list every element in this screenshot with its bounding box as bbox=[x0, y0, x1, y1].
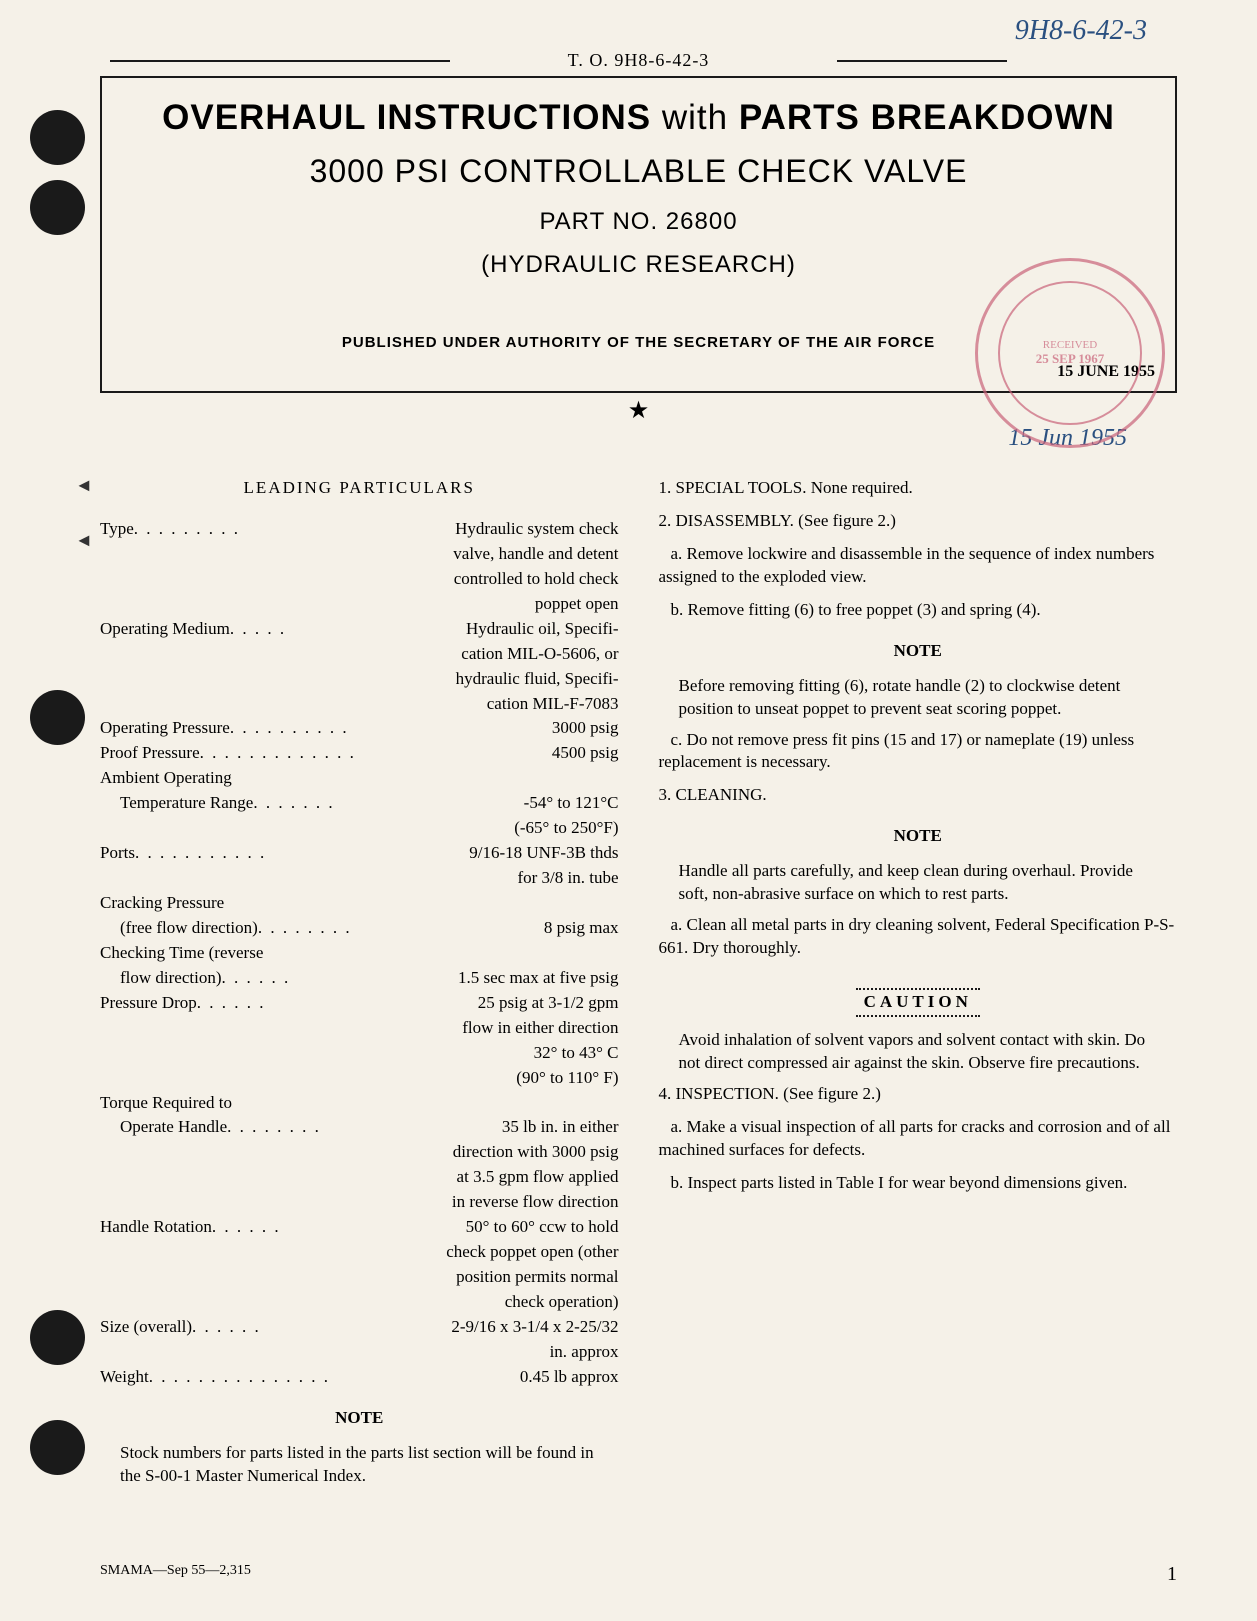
subtitle: 3000 PSI CONTROLLABLE CHECK VALVE bbox=[122, 153, 1155, 190]
spec-row: Proof Pressure . . . . . . . . . . . . .… bbox=[100, 742, 619, 765]
spec-continuation: (-65° to 250°F) bbox=[100, 817, 619, 840]
binder-mark: ◄ bbox=[75, 475, 93, 496]
spec-row: (free flow direction) . . . . . . . .8 p… bbox=[100, 917, 619, 940]
note-header: NOTE bbox=[100, 1407, 619, 1430]
note-text: Before removing fitting (6), rotate hand… bbox=[659, 675, 1178, 721]
received-stamp: RECEIVED 25 SEP 1967 bbox=[975, 258, 1165, 448]
instructions-list: 1. SPECIAL TOOLS. None required. 2. DISAS… bbox=[659, 477, 1178, 1195]
note-header: NOTE bbox=[659, 640, 1178, 663]
spec-continuation: position permits normal bbox=[100, 1266, 619, 1289]
caution-text: Avoid inhalation of solvent vapors and s… bbox=[659, 1029, 1178, 1075]
left-column: LEADING PARTICULARS Type . . . . . . . .… bbox=[100, 477, 619, 1496]
spec-row: flow direction). . . . . .1.5 sec max at… bbox=[100, 967, 619, 990]
handwritten-reference: 9H8-6-42-3 bbox=[1015, 15, 1147, 47]
spec-row: Cracking Pressure bbox=[100, 892, 619, 915]
page-number: 1 bbox=[1167, 1563, 1177, 1586]
title-box: OVERHAUL INSTRUCTIONS with PARTS BREAKDO… bbox=[100, 76, 1177, 393]
spec-row: Type . . . . . . . . . Hydraulic system … bbox=[100, 518, 619, 541]
footer-left: SMAMA—Sep 55—2,315 bbox=[100, 1563, 251, 1586]
spec-row: Ports . . . . . . . . . . . 9/16-18 UNF-… bbox=[100, 842, 619, 865]
spec-continuation: check poppet open (other bbox=[100, 1241, 619, 1264]
spec-continuation: direction with 3000 psig bbox=[100, 1141, 619, 1164]
spec-continuation: poppet open bbox=[100, 593, 619, 616]
page-footer: SMAMA—Sep 55—2,315 1 bbox=[100, 1563, 1177, 1586]
instruction-paragraph: b. Inspect parts listed in Table I for w… bbox=[659, 1172, 1178, 1195]
spec-row: Checking Time (reverse bbox=[100, 942, 619, 965]
instruction-paragraph: c. Do not remove press fit pins (15 and … bbox=[659, 729, 1178, 775]
spec-continuation: in reverse flow direction bbox=[100, 1191, 619, 1214]
spec-row: Handle Rotation . . . . . .50° to 60° cc… bbox=[100, 1216, 619, 1239]
spec-row: Operate Handle . . . . . . . .35 lb in. … bbox=[100, 1116, 619, 1139]
instruction-paragraph: 3. CLEANING. bbox=[659, 784, 1178, 807]
right-column: 1. SPECIAL TOOLS. None required. 2. DISAS… bbox=[659, 477, 1178, 1496]
main-title: OVERHAUL INSTRUCTIONS with PARTS BREAKDO… bbox=[122, 98, 1155, 138]
organization: (HYDRAULIC RESEARCH) bbox=[122, 251, 1155, 279]
spec-row: Ambient Operating bbox=[100, 767, 619, 790]
spec-row: Operating Medium . . . . .Hydraulic oil,… bbox=[100, 618, 619, 641]
binder-hole bbox=[30, 180, 85, 235]
caution-header: CAUTION bbox=[856, 988, 980, 1017]
note-text: Stock numbers for parts listed in the pa… bbox=[100, 1442, 619, 1488]
instruction-paragraph: a. Remove lockwire and disassemble in th… bbox=[659, 543, 1178, 589]
spec-continuation: flow in either direction bbox=[100, 1017, 619, 1040]
spec-continuation: cation MIL-F-7083 bbox=[100, 693, 619, 716]
spec-row: Torque Required to bbox=[100, 1092, 619, 1115]
to-header: T. O. 9H8-6-42-3 bbox=[100, 50, 1177, 71]
binder-mark: ◄ bbox=[75, 530, 93, 551]
spec-continuation: valve, handle and detent bbox=[100, 543, 619, 566]
binder-hole bbox=[30, 1420, 85, 1475]
spec-continuation: (90° to 110° F) bbox=[100, 1067, 619, 1090]
instruction-paragraph: a. Make a visual inspection of all parts… bbox=[659, 1116, 1178, 1162]
spec-continuation: at 3.5 gpm flow applied bbox=[100, 1166, 619, 1189]
note-header: NOTE bbox=[659, 825, 1178, 848]
binder-hole bbox=[30, 1310, 85, 1365]
binder-hole bbox=[30, 110, 85, 165]
spec-continuation: cation MIL-O-5606, or bbox=[100, 643, 619, 666]
spec-continuation: hydraulic fluid, Specifi- bbox=[100, 668, 619, 691]
spec-row: Pressure Drop . . . . . .25 psig at 3-1/… bbox=[100, 992, 619, 1015]
spec-continuation: controlled to hold check bbox=[100, 568, 619, 591]
specs-list: Type . . . . . . . . . Hydraulic system … bbox=[100, 518, 619, 1389]
leading-particulars-title: LEADING PARTICULARS bbox=[100, 477, 619, 500]
spec-continuation: for 3/8 in. tube bbox=[100, 867, 619, 890]
spec-row: Weight . . . . . . . . . . . . . . .0.45… bbox=[100, 1366, 619, 1389]
instruction-paragraph: 1. SPECIAL TOOLS. None required. bbox=[659, 477, 1178, 500]
instruction-paragraph: b. Remove fitting (6) to free poppet (3)… bbox=[659, 599, 1178, 622]
to-number: T. O. 9H8-6-42-3 bbox=[568, 50, 710, 70]
note-text: Handle all parts carefully, and keep cle… bbox=[659, 860, 1178, 906]
spec-continuation: 32° to 43° C bbox=[100, 1042, 619, 1065]
handwritten-date: 15 Jun 1955 bbox=[100, 425, 1127, 452]
spec-row: Temperature Range . . . . . . . -54° to … bbox=[100, 792, 619, 815]
instruction-paragraph: 4. INSPECTION. (See figure 2.) bbox=[659, 1083, 1178, 1106]
instruction-paragraph: a. Clean all metal parts in dry cleaning… bbox=[659, 914, 1178, 960]
part-number: PART NO. 26800 bbox=[122, 208, 1155, 236]
spec-continuation: in. approx bbox=[100, 1341, 619, 1364]
instruction-paragraph: 2. DISASSEMBLY. (See figure 2.) bbox=[659, 510, 1178, 533]
spec-continuation: check operation) bbox=[100, 1291, 619, 1314]
spec-row: Size (overall). . . . . .2-9/16 x 3-1/4 … bbox=[100, 1316, 619, 1339]
binder-hole bbox=[30, 690, 85, 745]
spec-row: Operating Pressure . . . . . . . . . . 3… bbox=[100, 717, 619, 740]
